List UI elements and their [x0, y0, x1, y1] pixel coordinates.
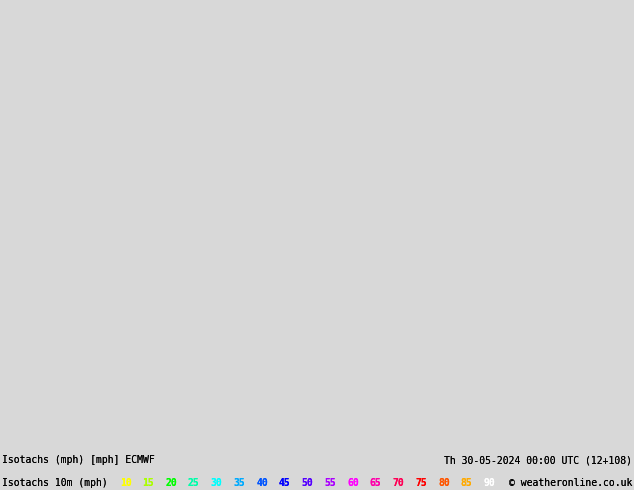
Text: 45: 45 [279, 478, 290, 488]
Text: Th 30-05-2024 00:00 UTC (12+108): Th 30-05-2024 00:00 UTC (12+108) [444, 455, 632, 466]
Text: 55: 55 [325, 478, 336, 488]
Text: 20: 20 [165, 478, 177, 488]
Text: 10: 10 [120, 478, 131, 488]
Text: 10: 10 [120, 478, 131, 488]
Text: © weatheronline.co.uk: © weatheronline.co.uk [508, 478, 632, 488]
Text: 75: 75 [415, 478, 427, 488]
Text: 30: 30 [210, 478, 223, 488]
Text: 15: 15 [143, 478, 154, 488]
Text: 60: 60 [347, 478, 359, 488]
Text: 45: 45 [279, 478, 290, 488]
Text: 85: 85 [461, 478, 472, 488]
Text: Isotachs 10m (mph): Isotachs 10m (mph) [2, 478, 108, 488]
Text: 85: 85 [461, 478, 472, 488]
Text: 25: 25 [188, 478, 200, 488]
Text: 80: 80 [438, 478, 450, 488]
Text: 55: 55 [325, 478, 336, 488]
Text: 70: 70 [392, 478, 404, 488]
Text: 80: 80 [438, 478, 450, 488]
Text: 50: 50 [302, 478, 313, 488]
Text: 60: 60 [347, 478, 359, 488]
Text: Isotachs (mph) [mph] ECMWF: Isotachs (mph) [mph] ECMWF [2, 455, 155, 466]
Text: 75: 75 [415, 478, 427, 488]
Text: 70: 70 [392, 478, 404, 488]
Text: Isotachs (mph) [mph] ECMWF: Isotachs (mph) [mph] ECMWF [2, 455, 155, 466]
Text: Th 30-05-2024 00:00 UTC (12+108): Th 30-05-2024 00:00 UTC (12+108) [444, 455, 632, 466]
Text: 30: 30 [210, 478, 223, 488]
Text: 90: 90 [484, 478, 495, 488]
Text: 35: 35 [233, 478, 245, 488]
Text: 50: 50 [302, 478, 313, 488]
Text: 65: 65 [370, 478, 382, 488]
Text: 65: 65 [370, 478, 382, 488]
Text: 90: 90 [484, 478, 495, 488]
Text: 35: 35 [233, 478, 245, 488]
Text: © weatheronline.co.uk: © weatheronline.co.uk [508, 478, 632, 488]
Text: 40: 40 [256, 478, 268, 488]
Text: 25: 25 [188, 478, 200, 488]
Text: 20: 20 [165, 478, 177, 488]
Text: 40: 40 [256, 478, 268, 488]
Text: 15: 15 [143, 478, 154, 488]
Text: Isotachs 10m (mph): Isotachs 10m (mph) [2, 478, 108, 488]
